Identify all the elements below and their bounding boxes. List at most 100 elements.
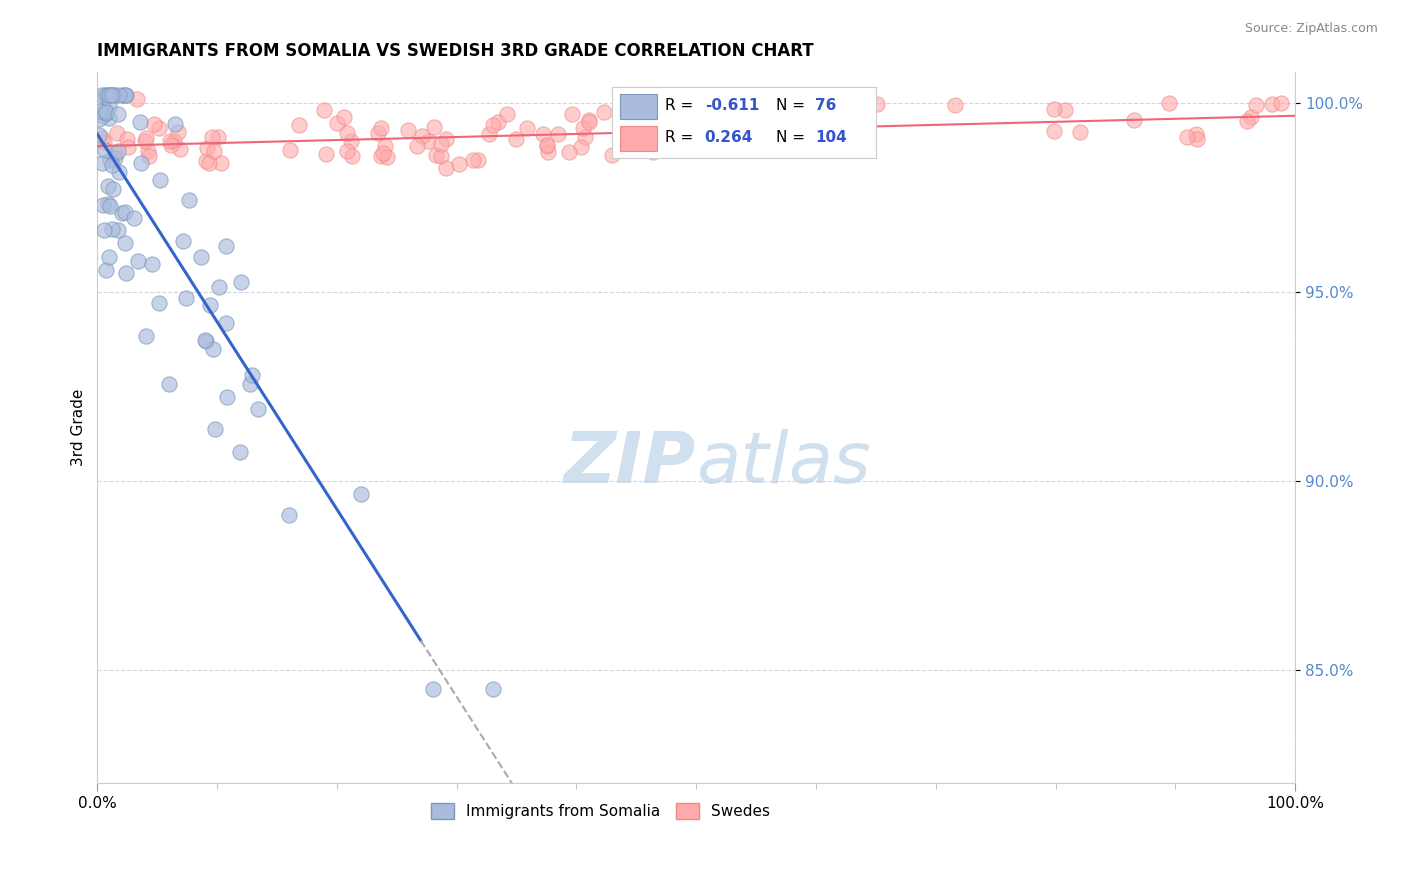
Point [90, 88, 112, 103]
Point [89, 128, 111, 143]
Point [733, 93, 755, 107]
Point [87, 112, 110, 127]
Point [217, 390, 239, 404]
Point [1159, 95, 1181, 110]
Point [679, 132, 702, 146]
Point [96, 263, 118, 277]
Point [536, 138, 558, 153]
Point [416, 134, 439, 148]
Point [134, 134, 156, 148]
Point [207, 129, 229, 144]
Point [333, 110, 356, 124]
Point [688, 132, 710, 146]
Point [129, 115, 152, 129]
Point [105, 126, 128, 140]
Point [103, 88, 125, 103]
Point [505, 132, 527, 146]
Point [122, 211, 145, 225]
Point [547, 128, 569, 142]
Point [195, 154, 218, 169]
Point [482, 118, 505, 132]
Point [1123, 113, 1146, 128]
Point [600, 148, 623, 162]
Point [114, 88, 136, 103]
Point [104, 147, 127, 161]
Point [342, 149, 364, 163]
Point [644, 113, 666, 128]
Point [138, 149, 160, 163]
Point [1244, 98, 1267, 112]
Text: ZIP: ZIP [564, 429, 696, 498]
Point [177, 193, 200, 207]
Point [229, 444, 252, 458]
Point [278, 508, 301, 523]
Point [467, 153, 489, 168]
Point [135, 329, 157, 343]
Point [107, 144, 129, 158]
Point [148, 295, 170, 310]
Point [195, 334, 218, 348]
Point [461, 153, 484, 167]
Point [107, 106, 129, 120]
Point [631, 127, 654, 141]
Point [148, 120, 170, 135]
Point [148, 173, 170, 187]
Point [94, 105, 117, 120]
Point [340, 134, 363, 148]
Point [495, 107, 517, 121]
Point [100, 88, 122, 103]
Point [200, 297, 222, 311]
Point [209, 156, 232, 170]
Point [143, 117, 166, 131]
Point [108, 164, 131, 178]
Point [101, 222, 124, 236]
Point [195, 141, 218, 155]
Point [98, 111, 121, 125]
Point [425, 147, 447, 161]
Point [98, 88, 121, 103]
Point [278, 143, 301, 157]
Point [136, 145, 159, 159]
Point [396, 123, 419, 137]
Point [1043, 124, 1066, 138]
Point [430, 137, 453, 152]
Point [370, 149, 392, 163]
Point [1270, 95, 1292, 110]
Point [157, 376, 180, 391]
Point [215, 316, 238, 330]
Point [96, 88, 118, 103]
Point [135, 131, 157, 145]
Point [350, 486, 373, 500]
Point [371, 146, 394, 161]
Point [1184, 128, 1206, 142]
Point [561, 107, 583, 121]
Point [336, 126, 359, 140]
Point [127, 254, 149, 268]
Point [127, 91, 149, 105]
Point [434, 161, 457, 175]
Point [117, 140, 139, 154]
Point [1175, 130, 1198, 145]
Point [1043, 102, 1066, 116]
Point [411, 128, 433, 143]
Text: Source: ZipAtlas.com: Source: ZipAtlas.com [1244, 22, 1378, 36]
Point [640, 114, 662, 128]
Point [114, 88, 136, 103]
Point [641, 128, 664, 143]
Point [159, 134, 181, 148]
Point [229, 275, 252, 289]
Point [837, 112, 859, 126]
Point [214, 239, 236, 253]
Point [103, 88, 125, 103]
Point [246, 402, 269, 417]
Point [536, 139, 558, 153]
Point [558, 145, 581, 160]
Point [90, 130, 112, 145]
Point [112, 88, 135, 103]
Point [108, 88, 131, 103]
Point [578, 114, 600, 128]
Point [198, 156, 221, 170]
Point [688, 122, 710, 136]
Point [367, 127, 389, 141]
Point [94, 103, 117, 118]
